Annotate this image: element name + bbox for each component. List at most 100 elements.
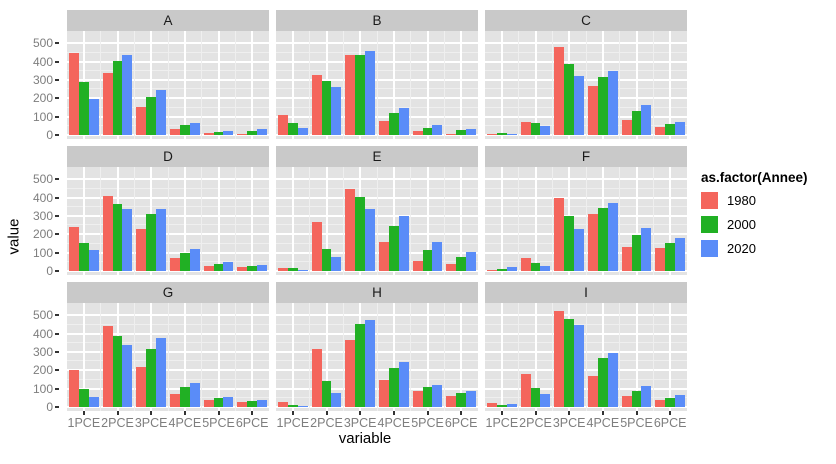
bar	[78, 81, 89, 135]
gridline	[201, 31, 203, 139]
gridline	[601, 303, 604, 411]
bar	[247, 130, 258, 135]
bar-group	[586, 71, 620, 135]
bar-group	[552, 47, 586, 135]
legend-title: as.factor(Annee)	[701, 170, 808, 185]
facet-strip: G	[67, 282, 269, 303]
bar	[530, 263, 541, 271]
x-tick-label: 1PCE	[276, 416, 310, 430]
bar	[278, 114, 288, 135]
bar-group	[202, 396, 236, 407]
facet-label: I	[584, 285, 588, 300]
bar	[287, 404, 298, 407]
bar	[88, 99, 99, 135]
y-tick-mark	[55, 60, 59, 63]
bar-group	[411, 384, 445, 407]
bar	[189, 249, 200, 271]
gridline	[669, 167, 672, 275]
bar-group	[343, 189, 377, 271]
x-tick-mark	[276, 411, 310, 415]
y-tick-mark	[55, 97, 59, 100]
bar-group	[101, 325, 135, 407]
bars	[485, 31, 687, 135]
bar	[112, 204, 123, 271]
gridline	[392, 167, 395, 275]
bar-group	[653, 238, 687, 271]
y-tick-label: 300	[32, 345, 53, 359]
bar	[432, 241, 443, 271]
gridline	[534, 303, 537, 411]
bar	[487, 270, 497, 271]
x-tick-label: 5PCE	[202, 416, 235, 430]
gridline	[392, 31, 395, 139]
gridline	[133, 31, 135, 139]
bar	[597, 77, 608, 135]
bar	[170, 393, 180, 407]
facet-label: D	[163, 149, 173, 164]
bar	[156, 208, 167, 271]
bar-group	[620, 104, 654, 135]
bar	[621, 395, 632, 407]
bar	[122, 344, 133, 407]
bar-group	[134, 208, 168, 271]
bar-group	[134, 338, 168, 407]
y-tick-label: 100	[32, 381, 53, 396]
bar	[331, 257, 342, 271]
bar	[345, 340, 356, 407]
gridline	[183, 303, 186, 411]
y-tick-mark	[55, 196, 59, 199]
bar	[345, 189, 356, 271]
x-tick-mark	[485, 411, 519, 415]
facet-grid: 0 100 200 300 400 500 A B C 0 100 200 300 400 500 D E F 0 1…	[18, 10, 687, 437]
bar-group	[235, 264, 269, 271]
legend-swatch	[701, 216, 718, 233]
bar	[554, 47, 565, 135]
x-tick-label: 2PCE	[310, 416, 343, 430]
gridline	[100, 31, 102, 139]
y-tick-label: 400	[32, 190, 53, 205]
bar	[297, 269, 308, 271]
y-tick-mark	[55, 387, 59, 390]
bar	[311, 74, 322, 135]
panel-area	[485, 167, 687, 275]
y-tick-label: 200	[32, 227, 53, 242]
bar	[588, 214, 598, 271]
bar	[412, 130, 423, 135]
facet-label: F	[581, 149, 591, 164]
gridline	[183, 31, 186, 139]
bar	[607, 71, 618, 135]
facet-panel: F	[485, 146, 687, 275]
y-tick-label: 0	[46, 128, 53, 142]
gridline	[183, 167, 186, 275]
y-tick-label: 200	[32, 363, 53, 378]
facet-panel: C	[485, 10, 687, 139]
bar	[379, 241, 389, 271]
bar	[540, 125, 551, 135]
x-tick-label: 5PCE	[620, 416, 653, 430]
y-tick-mark	[55, 406, 59, 408]
y-tick-mark	[55, 178, 59, 181]
gridline	[309, 303, 311, 411]
gridline	[309, 167, 311, 275]
gridline	[534, 167, 537, 275]
bar-group	[519, 121, 553, 135]
y-tick-mark	[55, 115, 59, 118]
bar-group	[134, 90, 168, 135]
gridline	[619, 31, 621, 139]
gridline	[291, 167, 294, 275]
gridline	[376, 167, 378, 275]
x-tick-label: 4PCE	[168, 416, 202, 430]
bar	[446, 263, 457, 271]
gridline	[585, 31, 587, 139]
gridline	[376, 31, 378, 139]
bar	[179, 252, 190, 271]
bar	[655, 248, 666, 271]
bar	[540, 393, 551, 407]
gridline	[669, 31, 672, 139]
gridline	[376, 303, 378, 411]
bar-group	[377, 107, 411, 135]
y-tick-label: 500	[32, 36, 53, 51]
y-axis-ticks: 0 100 200 300 400 500	[18, 282, 60, 414]
legend-swatch	[701, 240, 718, 257]
bar	[189, 123, 200, 135]
